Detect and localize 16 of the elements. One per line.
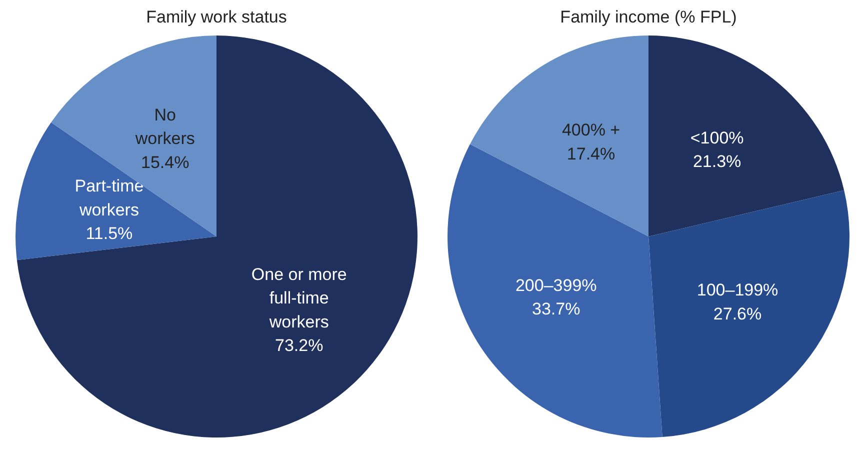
slice-label: No workers: [134, 105, 195, 148]
data-label: 11.5%: [86, 224, 133, 244]
slice-label: 200–399%: [515, 276, 597, 295]
data-label: 33.7%: [532, 300, 580, 319]
slice-label: Part-time workers: [74, 176, 144, 220]
slice-label: <100%: [690, 128, 744, 148]
data-label: 17.4%: [566, 144, 616, 164]
slice-label: 400% +: [562, 120, 620, 140]
chart-title: Family work status: [146, 8, 287, 26]
data-label: 73.2%: [275, 336, 324, 356]
slice-label: 100–199%: [696, 280, 778, 300]
chart-title: Family income (% FPL): [560, 8, 737, 26]
data-label: 21.3%: [692, 152, 742, 172]
data-label: 27.6%: [713, 304, 762, 324]
slice-label: One or more full-time workers: [251, 264, 347, 332]
data-label: 15.4%: [141, 152, 190, 172]
